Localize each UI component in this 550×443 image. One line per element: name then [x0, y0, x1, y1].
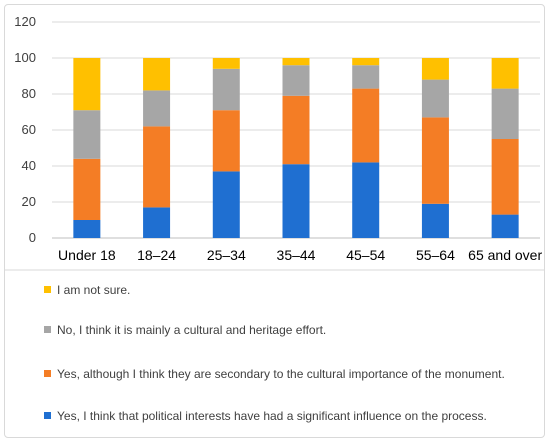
bar-segment [212, 68, 240, 111]
bar-segment [212, 110, 240, 172]
bar-segment [352, 65, 380, 89]
legend-swatch [44, 326, 51, 333]
bar-segment [143, 126, 171, 208]
legend-label: I am not sure. [57, 283, 131, 297]
bar-segment [143, 90, 171, 127]
bar-segment [143, 207, 171, 238]
bar-segment [212, 171, 240, 238]
y-tick-label: 60 [22, 122, 36, 137]
x-tick-label: Under 18 [58, 247, 116, 263]
y-tick-label: 120 [14, 14, 36, 29]
bar-segment [491, 214, 519, 238]
bar-segment [282, 58, 310, 66]
legend-item-not-sure: I am not sure. [44, 282, 524, 299]
bar-segment [352, 162, 380, 238]
y-tick-label: 0 [29, 230, 36, 245]
legend-swatch [44, 286, 51, 293]
legend-label: No, I think it is mainly a cultural and … [57, 323, 327, 337]
bar-segment [73, 220, 101, 238]
bar-segment [73, 110, 101, 159]
bar-segment [491, 58, 519, 89]
bar-segment [491, 139, 519, 215]
x-tick-label: 45–54 [346, 247, 385, 263]
bar-segment [352, 88, 380, 163]
bar-segment [421, 117, 449, 204]
legend-item-cultural: No, I think it is mainly a cultural and … [44, 322, 524, 339]
y-tick-label: 80 [22, 86, 36, 101]
x-tick-label: 18–24 [137, 247, 176, 263]
bar-segment [282, 65, 310, 96]
bar-segment [421, 79, 449, 118]
bar-segment [143, 58, 171, 91]
legend-swatch [44, 370, 51, 377]
legend-item-secondary: Yes, although I think they are secondary… [44, 366, 524, 383]
x-tick-label: 55–64 [416, 247, 455, 263]
bar-segment [73, 58, 101, 111]
legend-swatch [44, 412, 51, 419]
bar-segment [282, 95, 310, 165]
legend-label: Yes, I think that political interests ha… [57, 409, 487, 423]
y-tick-label: 40 [22, 158, 36, 173]
bar-segment [282, 164, 310, 238]
bar-segment [212, 58, 240, 69]
y-tick-label: 20 [22, 194, 36, 209]
bar-segment [421, 203, 449, 238]
bar-segment [73, 158, 101, 220]
bar-segment [491, 88, 519, 139]
legend-item-political: Yes, I think that political interests ha… [44, 408, 524, 425]
legend-label: Yes, although I think they are secondary… [57, 367, 505, 381]
y-tick-label: 100 [14, 50, 36, 65]
x-tick-label: 65 and over [468, 247, 542, 263]
bar-segment [352, 58, 380, 66]
x-tick-label: 35–44 [277, 247, 316, 263]
x-tick-label: 25–34 [207, 247, 246, 263]
bar-segment [421, 58, 449, 80]
